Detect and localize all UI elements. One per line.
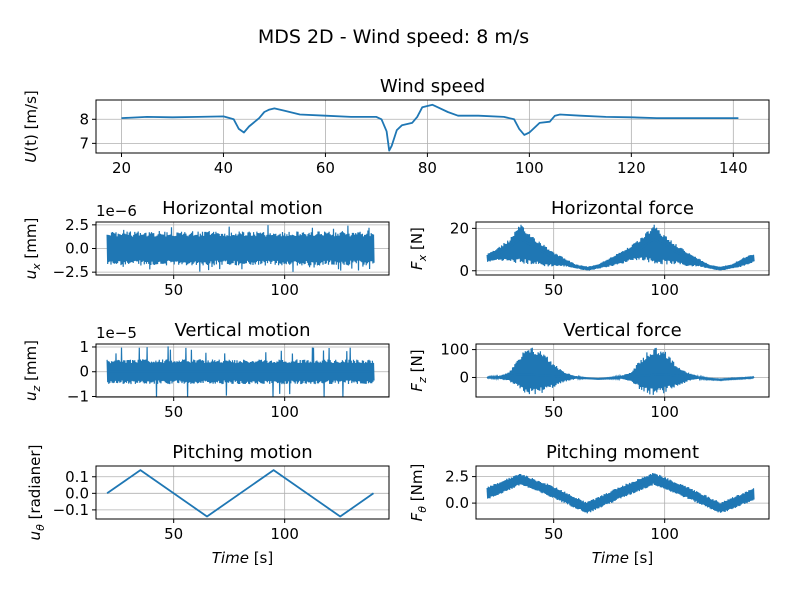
x-tick-label: 80 [418,159,437,177]
x-tick-label: 50 [164,281,183,299]
y-axis-label-uz: uz [mm] [22,340,43,401]
x-tick-label: 20 [112,159,131,177]
x-tick-label: 140 [719,159,748,177]
y-tick-label: 2.5 [65,216,89,234]
y-tick-label: 7 [79,134,89,152]
x-tick-label: 100 [270,281,299,299]
y-tick-label: 1 [79,338,89,356]
y-tick-label: 2.5 [445,468,469,486]
x-tick-label: 100 [515,159,544,177]
x-tick-label: 100 [270,403,299,421]
y-axis-label-fz: Fz [N] [408,349,429,391]
plot-area-ux [106,225,375,272]
chart-title-wind: Wind speed [380,76,485,97]
x-axis-label-ftheta: Time [s] [592,549,653,567]
plot-area-fz [486,347,755,395]
x-tick-label: 120 [617,159,646,177]
y-axis-label-ftheta: Fθ [Nm] [408,464,429,522]
plot-area-utheta [106,469,375,518]
y-tick-label: 20 [450,219,469,237]
x-tick-label: 100 [650,281,679,299]
y-axis-label-fx: Fx [N] [408,227,429,270]
figure-title: MDS 2D - Wind speed: 8 m/s [257,26,530,48]
plot-area-fx [486,224,755,271]
plot-area-wind [121,103,739,152]
y-tick-label: 8 [79,110,89,128]
chart-fz: 50 100 0 100 Vertical force Fz [N] [408,320,770,421]
axes-frame-fx [475,221,770,276]
x-tick-label: 50 [164,403,183,421]
y-tick-label: 100 [440,341,469,359]
x-tick-label: 50 [164,525,183,543]
x-tick-label: 40 [214,159,233,177]
data-series-ftheta [486,478,754,510]
chart-title-utheta: Pitching motion [172,442,312,463]
data-series-fx [486,237,754,270]
plot-area-uz [106,346,375,397]
y-tick-label: 0.0 [445,494,469,512]
x-tick-label: 60 [316,159,335,177]
chart-ftheta: 50 100 0.0 2.5 Pitching moment Fθ [Nm] Time [s… [408,442,770,567]
x-tick-label: 100 [650,525,679,543]
data-band-fx [486,224,755,271]
chart-utheta: 50 100 −0.10.00.1 Pitching motion uθ [radian… [26,442,390,567]
y-tick-label: −0.1 [53,501,89,519]
x-tick-label: 50 [544,281,563,299]
chart-uz: 50 100 −1 0 1 Vertical motion 1e−5 uz [mm] [22,320,390,421]
x-axis-label-utheta: Time [s] [212,549,273,567]
axes-frame-fz [475,343,770,398]
y-tick-label: 0.1 [65,468,89,486]
y-tick-label: 0 [459,368,469,386]
data-series-utheta [106,469,375,518]
y-axis-label-ux: ux [mm] [22,218,43,280]
chart-fx: 50 100 0 20 Horizontal force Fx [N] [408,198,770,299]
axes-frame-utheta [95,465,390,520]
y-tick-label: 0.0 [65,240,89,258]
x-tick-label: 100 [270,525,299,543]
y-tick-label: −2.5 [53,263,89,281]
data-series-wind [121,103,739,152]
x-tick-label: 50 [544,525,563,543]
axis-offset-ux: 1e−6 [96,202,137,220]
chart-ux: 50 100 −2.5 0.0 2.5 Horizontal motion 1e−6 ux [… [22,198,390,299]
chart-title-fx: Horizontal force [551,198,694,219]
axes-frame-wind [95,99,770,154]
axes-frame-uz [95,343,390,398]
axis-offset-uz: 1e−5 [96,324,137,342]
chart-title-ftheta: Pitching moment [546,442,699,463]
chart-title-uz: Vertical motion [174,320,310,341]
x-tick-label: 50 [544,403,563,421]
y-axis-label-wind: U(t) [m/s] [22,90,40,163]
axes-frame-ftheta [475,465,770,520]
y-tick-label: 0 [79,363,89,381]
x-tick-label: 100 [650,403,679,421]
data-band-fz [486,347,755,395]
data-series-fz [487,373,754,381]
chart-title-fz: Vertical force [563,320,681,341]
y-tick-label: 0.0 [65,484,89,502]
chart-title-ux: Horizontal motion [162,198,323,219]
plot-area-ftheta [486,472,755,514]
y-tick-label: 0 [459,262,469,280]
y-tick-label: −1 [67,388,89,406]
chart-wind: 20 40 60 80 100 120 140 7 8 Wind speed U(t) [m/s] [22,76,770,177]
y-axis-label-utheta: uθ [radianer] [26,445,47,541]
